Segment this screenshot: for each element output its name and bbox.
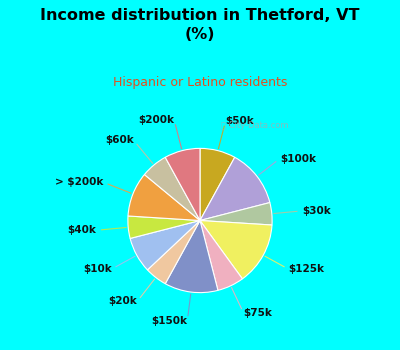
Text: $150k: $150k	[151, 316, 187, 326]
Text: $40k: $40k	[68, 225, 97, 235]
Wedge shape	[144, 157, 200, 220]
Text: $10k: $10k	[83, 264, 112, 274]
Text: Hispanic or Latino residents: Hispanic or Latino residents	[113, 76, 287, 89]
Text: > $200k: > $200k	[55, 177, 104, 187]
Wedge shape	[200, 157, 270, 220]
Text: $200k: $200k	[138, 115, 174, 125]
Text: $125k: $125k	[288, 264, 324, 274]
Text: $20k: $20k	[108, 296, 137, 306]
Text: $50k: $50k	[226, 116, 254, 126]
Wedge shape	[128, 175, 200, 220]
Wedge shape	[200, 220, 272, 279]
Wedge shape	[148, 220, 200, 284]
Wedge shape	[128, 216, 200, 238]
Text: $100k: $100k	[280, 154, 316, 163]
Wedge shape	[200, 220, 242, 290]
Wedge shape	[200, 203, 272, 225]
Wedge shape	[130, 220, 200, 270]
Text: $60k: $60k	[105, 135, 134, 146]
Text: $30k: $30k	[302, 206, 331, 216]
Text: Income distribution in Thetford, VT
(%): Income distribution in Thetford, VT (%)	[40, 8, 360, 42]
Wedge shape	[165, 148, 200, 220]
Wedge shape	[165, 220, 218, 293]
Text: ⓘ City-Data.com: ⓘ City-Data.com	[221, 121, 288, 130]
Text: $75k: $75k	[244, 308, 272, 318]
Wedge shape	[200, 148, 235, 220]
